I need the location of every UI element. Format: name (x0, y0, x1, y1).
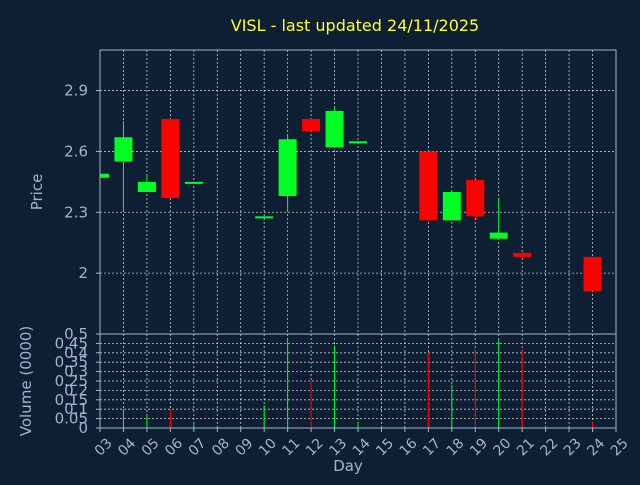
volume-tick-label: 0.35 (55, 353, 88, 371)
candle-body (255, 216, 274, 219)
volume-tick-label: 0.15 (55, 391, 88, 409)
candle-body (184, 181, 203, 184)
candle-body (100, 173, 109, 178)
candle-body (419, 151, 438, 221)
x-tick-label: 17 (420, 435, 444, 459)
x-tick-label: 11 (279, 435, 303, 459)
candle-body (466, 179, 485, 217)
x-tick-label: 23 (561, 435, 585, 459)
price-tick-label: 2.3 (64, 203, 88, 221)
candle-body (325, 110, 344, 148)
volume-tick-label: 0.2 (64, 381, 88, 399)
x-tick-label: 05 (139, 435, 163, 459)
volume-tick-label: 0.1 (64, 400, 88, 418)
x-tick-label: 19 (467, 435, 491, 459)
candle-body (442, 192, 461, 221)
volume-panel: 00.050.10.150.20.250.30.350.40.450.5 Vol… (17, 325, 617, 437)
volume-tick-label: 0.45 (55, 334, 88, 352)
price-panel: 2 2.3 2.6 2.9 Price (28, 49, 617, 335)
candle-body (583, 256, 602, 292)
x-tick-label: 21 (514, 435, 538, 459)
x-tick-label: 18 (444, 435, 468, 459)
x-tick-label: 09 (233, 435, 257, 459)
x-tick-label: 04 (115, 435, 139, 459)
x-tick-label: 22 (537, 435, 561, 459)
volume-tick-label: 0.25 (55, 372, 88, 390)
chart-title: VISL - last updated 24/11/2025 (231, 16, 479, 35)
x-tick-label: 03 (92, 435, 116, 459)
candle-body (137, 181, 156, 192)
candle-body (489, 232, 508, 239)
x-tick-label: 16 (397, 435, 421, 459)
x-tick-label: 25 (608, 435, 632, 459)
x-tick-label: 20 (491, 435, 515, 459)
candle-body (278, 139, 297, 197)
x-axis-label: Day (333, 457, 363, 475)
volume-tick-label: 0 (78, 419, 88, 437)
volume-tick-label: 0.05 (55, 410, 88, 428)
price-tick-label: 2.9 (64, 82, 88, 100)
volume-axis-label: Volume (0000) (17, 326, 35, 436)
price-tick-label: 2.6 (64, 142, 88, 160)
candle-body (161, 118, 180, 199)
x-tick-label: 15 (373, 435, 397, 459)
volume-tick-label: 0.4 (64, 344, 88, 362)
x-tick-label: 10 (256, 435, 280, 459)
x-tick-label: 08 (209, 435, 233, 459)
candle-body (114, 137, 133, 162)
x-tick-label: 07 (186, 435, 210, 459)
price-axis-label: Price (28, 174, 46, 211)
price-tick-label: 2 (78, 264, 88, 282)
x-tick-label: 06 (162, 435, 186, 459)
x-tick-label: 12 (303, 435, 327, 459)
candle-body (302, 118, 321, 132)
candle-body (513, 252, 532, 257)
x-tick-label: 24 (584, 435, 608, 459)
x-tick-label: 14 (350, 435, 374, 459)
candle-body (349, 141, 367, 144)
volume-tick-label: 0.3 (64, 363, 88, 381)
volume-tick-label: 0.5 (64, 325, 88, 343)
x-tick-label: 13 (326, 435, 350, 459)
